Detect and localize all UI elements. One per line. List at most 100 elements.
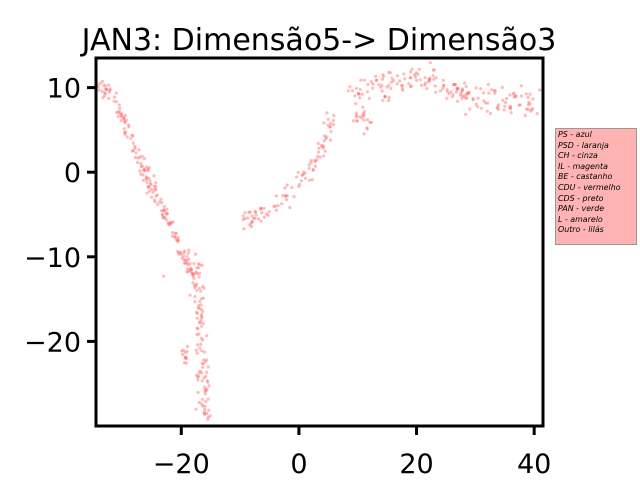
data-point — [195, 373, 199, 377]
data-point — [185, 344, 190, 349]
data-point — [129, 136, 133, 140]
data-point — [407, 82, 411, 86]
data-point — [195, 272, 199, 276]
data-point — [445, 96, 449, 100]
data-point — [471, 97, 475, 101]
data-point — [200, 362, 204, 366]
data-point — [419, 83, 423, 87]
data-point — [362, 113, 366, 118]
data-point — [197, 286, 201, 290]
data-point — [124, 130, 128, 134]
data-point — [183, 350, 187, 354]
data-point — [193, 286, 197, 290]
data-point — [102, 83, 106, 87]
data-point — [143, 168, 147, 172]
data-point — [189, 267, 193, 271]
data-point — [354, 86, 359, 90]
data-point — [164, 218, 168, 222]
data-point — [196, 378, 200, 382]
data-point — [309, 161, 313, 165]
data-point — [250, 225, 254, 229]
data-point — [205, 370, 209, 374]
data-point — [409, 76, 413, 80]
data-point — [193, 271, 197, 275]
x-tick-label: 20 — [399, 449, 433, 480]
data-point — [208, 414, 212, 418]
data-point — [442, 83, 446, 87]
data-point — [387, 70, 391, 74]
data-point — [143, 169, 147, 173]
x-axis: −20 0 20 40 — [153, 426, 551, 480]
data-point — [455, 88, 459, 92]
data-point — [174, 236, 178, 240]
data-point — [490, 88, 494, 92]
data-point — [451, 82, 455, 87]
data-point — [387, 95, 391, 100]
data-point — [365, 127, 369, 131]
data-point — [325, 135, 329, 139]
data-point — [259, 207, 263, 211]
data-point — [181, 352, 185, 357]
data-point — [486, 82, 490, 87]
y-axis: −20 −10 0 10 — [24, 74, 96, 358]
data-point — [183, 356, 187, 360]
data-point — [256, 217, 261, 221]
data-point — [126, 123, 131, 127]
data-point — [445, 88, 449, 92]
data-point — [206, 380, 210, 384]
data-point — [294, 175, 299, 179]
data-point — [203, 392, 207, 396]
data-point — [322, 144, 326, 148]
data-point — [353, 94, 357, 98]
data-point — [173, 235, 177, 239]
data-point — [136, 156, 140, 160]
data-point — [400, 84, 404, 88]
data-point — [375, 78, 379, 82]
data-point — [301, 173, 305, 177]
data-point — [307, 163, 311, 167]
data-point — [362, 132, 366, 136]
data-point — [199, 297, 204, 301]
data-point — [359, 78, 363, 82]
data-point — [355, 115, 359, 119]
data-point — [195, 326, 199, 330]
data-point — [387, 83, 391, 87]
data-point — [259, 206, 263, 210]
data-point — [166, 211, 170, 216]
data-point — [355, 119, 360, 123]
data-point — [138, 169, 142, 173]
data-point — [362, 78, 366, 82]
data-point — [264, 212, 269, 216]
data-point — [147, 166, 151, 170]
data-point — [383, 94, 387, 99]
data-point — [362, 112, 366, 116]
data-point — [122, 127, 126, 131]
data-point — [485, 109, 489, 113]
data-point — [395, 74, 399, 78]
data-point — [509, 111, 513, 115]
data-point — [241, 218, 245, 222]
data-point — [354, 102, 358, 106]
data-point — [254, 213, 258, 217]
data-point — [165, 207, 169, 211]
data-point — [193, 252, 198, 256]
data-point — [155, 193, 159, 197]
data-point — [146, 167, 150, 171]
data-point — [355, 119, 359, 123]
data-point — [380, 77, 384, 81]
data-point — [197, 374, 201, 379]
data-point — [262, 215, 266, 219]
data-point — [253, 209, 257, 214]
data-point — [285, 194, 289, 198]
data-point — [380, 89, 384, 93]
data-point — [381, 98, 385, 102]
data-point — [203, 407, 207, 411]
data-point — [147, 176, 151, 180]
data-point — [259, 219, 263, 223]
data-point — [189, 270, 193, 274]
data-point — [160, 212, 164, 216]
data-point — [462, 95, 466, 99]
data-point — [441, 87, 445, 91]
data-point — [322, 154, 326, 158]
legend-entry-be: BE - castanho — [558, 172, 613, 182]
